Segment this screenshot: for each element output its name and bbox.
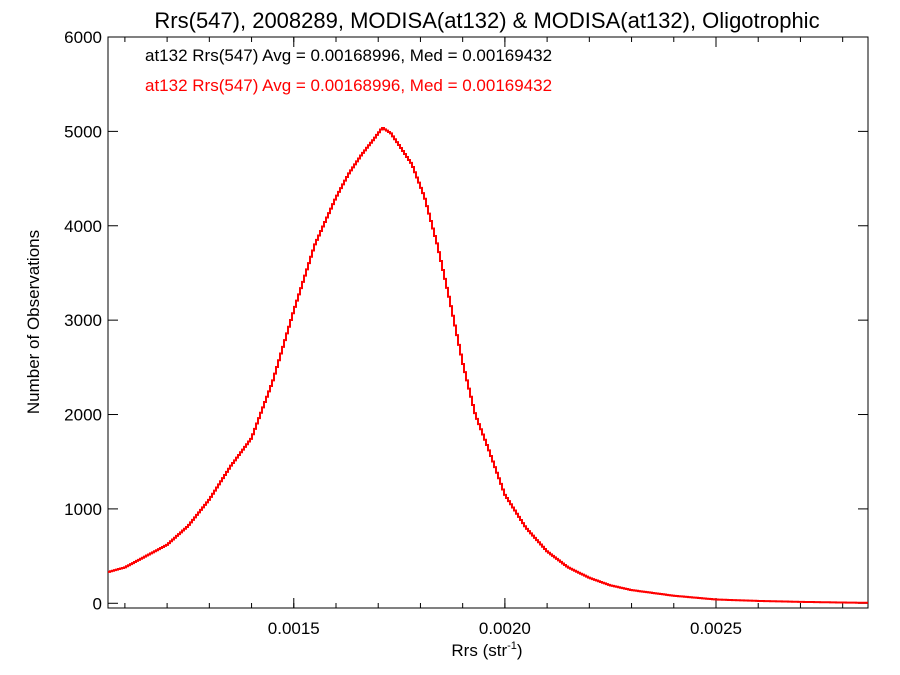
plot-frame: [107, 36, 869, 609]
y-tick-label: 4000: [64, 217, 102, 236]
y-tick-label: 5000: [64, 122, 102, 141]
annotation-black: at132 Rrs(547) Avg = 0.00168996, Med = 0…: [145, 46, 553, 65]
y-axis-ticks: 0 1000 2000 3000 4000 5000 6000: [64, 28, 868, 613]
y-tick-label: 0: [93, 594, 102, 613]
y-tick-label: 1000: [64, 500, 102, 519]
chart-title: Rrs(547), 2008289, MODISA(at132) & MODIS…: [154, 8, 819, 33]
x-axis-label: Rrs (str-1): [451, 640, 522, 660]
y-tick-label: 3000: [64, 311, 102, 330]
y-axis-label: Number of Observations: [24, 230, 43, 414]
annotation-red: at132 Rrs(547) Avg = 0.00168996, Med = 0…: [145, 76, 553, 95]
x-tick-label: 0.0015: [268, 619, 320, 638]
x-tick-label: 0.0025: [690, 619, 742, 638]
y-tick-label: 2000: [64, 406, 102, 425]
x-tick-label: 0.0020: [479, 619, 531, 638]
histogram-series: [108, 126, 868, 604]
x-axis-ticks: 0.0015 0.0020 0.0025: [268, 37, 742, 638]
y-tick-label: 6000: [64, 28, 102, 47]
x-axis-label-end: ): [517, 641, 523, 660]
x-minor-ticks: [124, 37, 844, 608]
x-axis-label-base: Rrs (str: [451, 641, 507, 660]
x-axis-label-sup: -1: [507, 640, 517, 652]
